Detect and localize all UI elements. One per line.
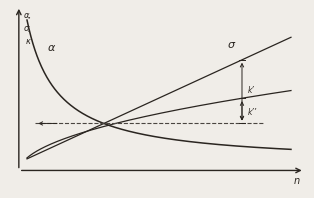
Text: σ,: σ, bbox=[24, 24, 32, 33]
Text: n: n bbox=[293, 176, 300, 186]
Text: α: α bbox=[48, 43, 55, 53]
Text: σ: σ bbox=[228, 40, 235, 50]
Text: κ: κ bbox=[25, 37, 30, 46]
Text: k’: k’ bbox=[248, 86, 255, 95]
Text: α,: α, bbox=[24, 11, 32, 20]
Text: k’’: k’’ bbox=[248, 108, 257, 117]
